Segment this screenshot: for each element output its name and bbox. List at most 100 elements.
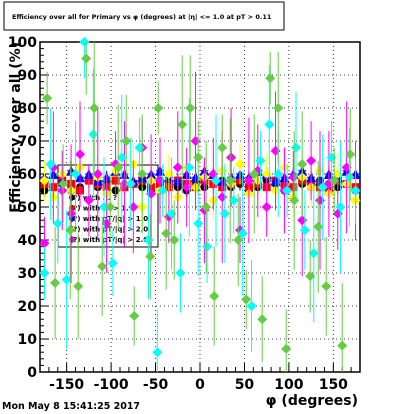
x-tick-label: 0	[195, 377, 205, 393]
data-point	[345, 149, 356, 160]
data-point	[350, 185, 361, 196]
data-point	[209, 291, 220, 302]
data-point	[190, 136, 201, 146]
data-point	[92, 169, 103, 179]
data-point	[83, 195, 94, 206]
data-point	[157, 185, 168, 196]
data-point	[121, 136, 132, 146]
data-point	[169, 235, 180, 245]
y-tick-label: 0	[27, 365, 37, 381]
data-point	[235, 159, 245, 170]
data-point	[137, 169, 148, 179]
data-point	[79, 37, 90, 47]
data-point	[66, 208, 77, 219]
data-point	[143, 235, 154, 245]
legend-entry: (?) with pT/|q| > 1.0	[70, 215, 148, 224]
data-point	[116, 152, 127, 163]
data-point	[61, 274, 72, 285]
data-point	[308, 248, 319, 259]
data-point	[305, 271, 316, 282]
data-point	[50, 277, 61, 288]
data-point	[152, 347, 163, 358]
data-point	[246, 301, 257, 311]
legend-entry: (?) with pT/|q| > 2.0	[70, 226, 148, 235]
data-point	[42, 93, 53, 104]
data-point	[193, 152, 204, 163]
data-point	[145, 251, 156, 262]
data-point	[73, 281, 84, 292]
timestamp: Mon May 8 15:41:25 2017	[2, 401, 140, 412]
data-point	[113, 162, 124, 173]
y-axis: 0 10 20 30 40 50 60 70 80 90 100	[8, 35, 49, 381]
data-point	[282, 185, 293, 196]
data-point	[313, 221, 324, 232]
y-tick-label: 80	[18, 101, 38, 117]
data-point	[88, 129, 99, 140]
y-tick-label: 50	[18, 200, 38, 216]
data-point	[297, 159, 308, 170]
data-point	[65, 225, 76, 236]
data-point	[219, 208, 230, 219]
data-point	[58, 178, 69, 189]
data-point	[52, 218, 63, 229]
data-point	[175, 268, 186, 278]
data-point	[70, 169, 81, 179]
data-point	[39, 175, 50, 186]
data-point	[233, 235, 244, 245]
data-point	[273, 103, 284, 113]
data-point	[153, 103, 164, 113]
y-tick-label: 70	[18, 134, 38, 150]
y-tick-label: 20	[18, 299, 38, 315]
legend-entry: (?) with pT/|q| > 2.0	[70, 236, 148, 245]
data-point	[202, 241, 213, 252]
data-point	[172, 162, 183, 173]
x-tick-label: 150	[319, 377, 348, 393]
data-point	[225, 175, 236, 186]
data-point	[177, 119, 188, 130]
y-tick-label: 100	[8, 35, 37, 51]
data-point	[255, 155, 266, 166]
data-point	[265, 73, 276, 84]
data-point	[185, 103, 196, 113]
data-point	[217, 192, 228, 203]
data-point	[97, 261, 108, 272]
data-point	[344, 172, 355, 183]
data-point	[89, 103, 100, 113]
data-point	[45, 159, 56, 170]
data-point	[243, 175, 254, 186]
y-tick-label: 30	[18, 266, 38, 282]
data-point	[241, 294, 252, 305]
data-point	[264, 119, 275, 130]
data-point	[261, 202, 272, 212]
data-point	[99, 202, 109, 212]
data-point	[217, 142, 228, 153]
data-point	[289, 195, 300, 206]
data-point	[184, 162, 195, 173]
x-axis: -150 -100 -50 0 50 100 150	[48, 363, 361, 393]
series-5	[39, 37, 361, 372]
data-point	[306, 155, 317, 166]
data-point	[291, 142, 301, 153]
data-point	[39, 268, 50, 278]
data-point	[335, 202, 346, 212]
data-series	[39, 37, 361, 372]
data-point	[193, 218, 204, 229]
legend-entry: (?) with ... > 1.	[70, 205, 129, 213]
data-point	[201, 202, 212, 212]
x-axis-title: φ (degrees)	[266, 393, 358, 409]
data-point	[105, 202, 116, 212]
data-point	[129, 310, 140, 321]
series-6	[42, 42, 356, 372]
data-point	[321, 281, 332, 292]
y-tick-label: 40	[18, 233, 38, 249]
data-point	[329, 175, 340, 186]
data-point	[107, 258, 118, 269]
data-point	[226, 152, 237, 163]
y-axis-title: Efficiency over all (%)	[8, 42, 24, 213]
data-point	[273, 169, 284, 179]
data-point	[39, 238, 50, 249]
x-tick-label: -50	[143, 377, 169, 393]
chart-title: Efficiency over all for Primary vs φ (de…	[12, 13, 272, 22]
title-box	[3, 1, 285, 31]
